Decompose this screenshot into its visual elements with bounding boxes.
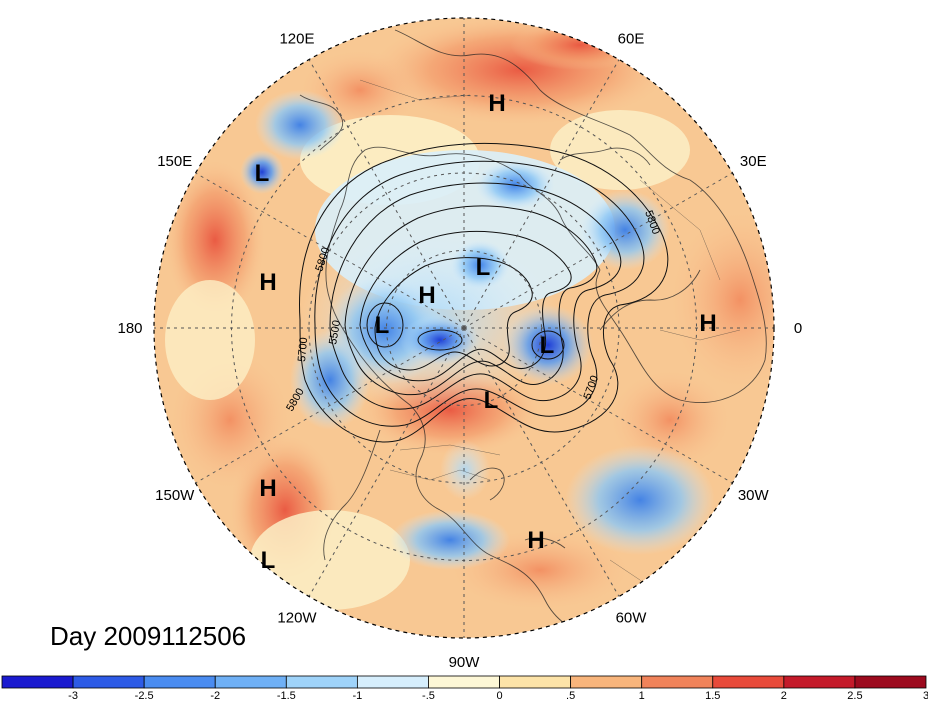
date-title: Day 2009112506 [50,621,246,651]
contour-label: 5500 [327,319,343,345]
warm-anomaly-regions [165,18,774,610]
map-boundary [153,17,775,639]
colorbar-tick-label: 3 [923,690,928,702]
graticule [154,18,774,638]
colorbar-tick-label: -.5 [422,690,435,702]
pressure-center-high: H [527,527,544,554]
pressure-centers: H L H L H L H L L H H L L H [255,90,717,574]
longitude-label: 30W [738,487,770,504]
colorbar-swatch [285,675,358,689]
colorbar-swatch [783,675,856,689]
anomaly-field [154,18,774,638]
colorbar-tick-label: -2 [210,690,220,702]
colorbar-tick-label: 2 [781,690,787,702]
colorbar-tick-label: 2.5 [847,690,862,702]
colorbar-tick-label: -1.5 [277,690,296,702]
colorbar-swatch [143,675,216,689]
height-contours [299,142,669,443]
colorbar-tick-label: .5 [566,690,575,702]
colorbar-swatch [570,675,643,689]
colorbar-swatch [72,675,145,689]
longitude-label: 30E [740,153,767,170]
meridian-line [463,172,733,329]
colorbar-tick-label: 1 [639,690,645,702]
meridian-line [463,327,733,484]
colorbar-tick-label: -3 [68,690,78,702]
colorbar-swatch [712,675,785,689]
contour-label: 5700 [296,337,310,362]
colorbar-tick-label: -1 [352,690,362,702]
longitude-label: 60E [618,31,645,48]
colorbar-swatch [1,675,74,689]
meridian-line [463,327,620,597]
longitude-label: 180 [117,320,142,337]
meridian-line [308,327,465,597]
colorbar-swatch [641,675,714,689]
longitude-labels: 90E 60E 30E 0 30W 60W 90W 120W 150W 180 150E 120E [117,0,802,671]
pressure-center-high: H [418,282,435,309]
colorbar: -3 -2.5 -2 -1.5 -1 -.5 0 .5 1 1.5 2 2.5 3 [1,675,928,702]
pressure-center-high: H [259,475,276,502]
pressure-center-high: H [488,90,505,117]
pressure-center-low: L [484,387,499,414]
colorbar-swatch [499,675,572,689]
pressure-center-low: L [255,160,270,187]
longitude-label: 90W [449,654,481,671]
pressure-center-high: H [699,310,716,337]
colorbar-swatch [854,675,927,689]
colorbar-tick-label: -2.5 [135,690,154,702]
longitude-label: 120E [279,31,314,48]
pressure-center-low: L [375,312,390,339]
meridian-line [463,59,620,329]
pressure-center-low: L [540,332,555,359]
meridian-line [308,59,465,329]
colorbar-swatch [214,675,287,689]
longitude-label: 120W [277,609,317,626]
colorbar-tick-label: 0 [496,690,502,702]
meridian-line [195,327,465,484]
longitude-label: 150W [155,487,195,504]
pressure-center-low: L [476,254,491,281]
longitude-label: 0 [794,320,802,337]
longitude-label: 150E [157,153,192,170]
pressure-center-low: L [261,547,276,574]
longitude-label: 90E [451,0,478,3]
longitude-label: 60W [616,609,648,626]
meridian-line [195,172,465,329]
colorbar-swatch [428,675,500,689]
pressure-center-high: H [259,269,276,296]
colorbar-tick-label: 1.5 [705,690,720,702]
colorbar-swatch [356,675,429,689]
